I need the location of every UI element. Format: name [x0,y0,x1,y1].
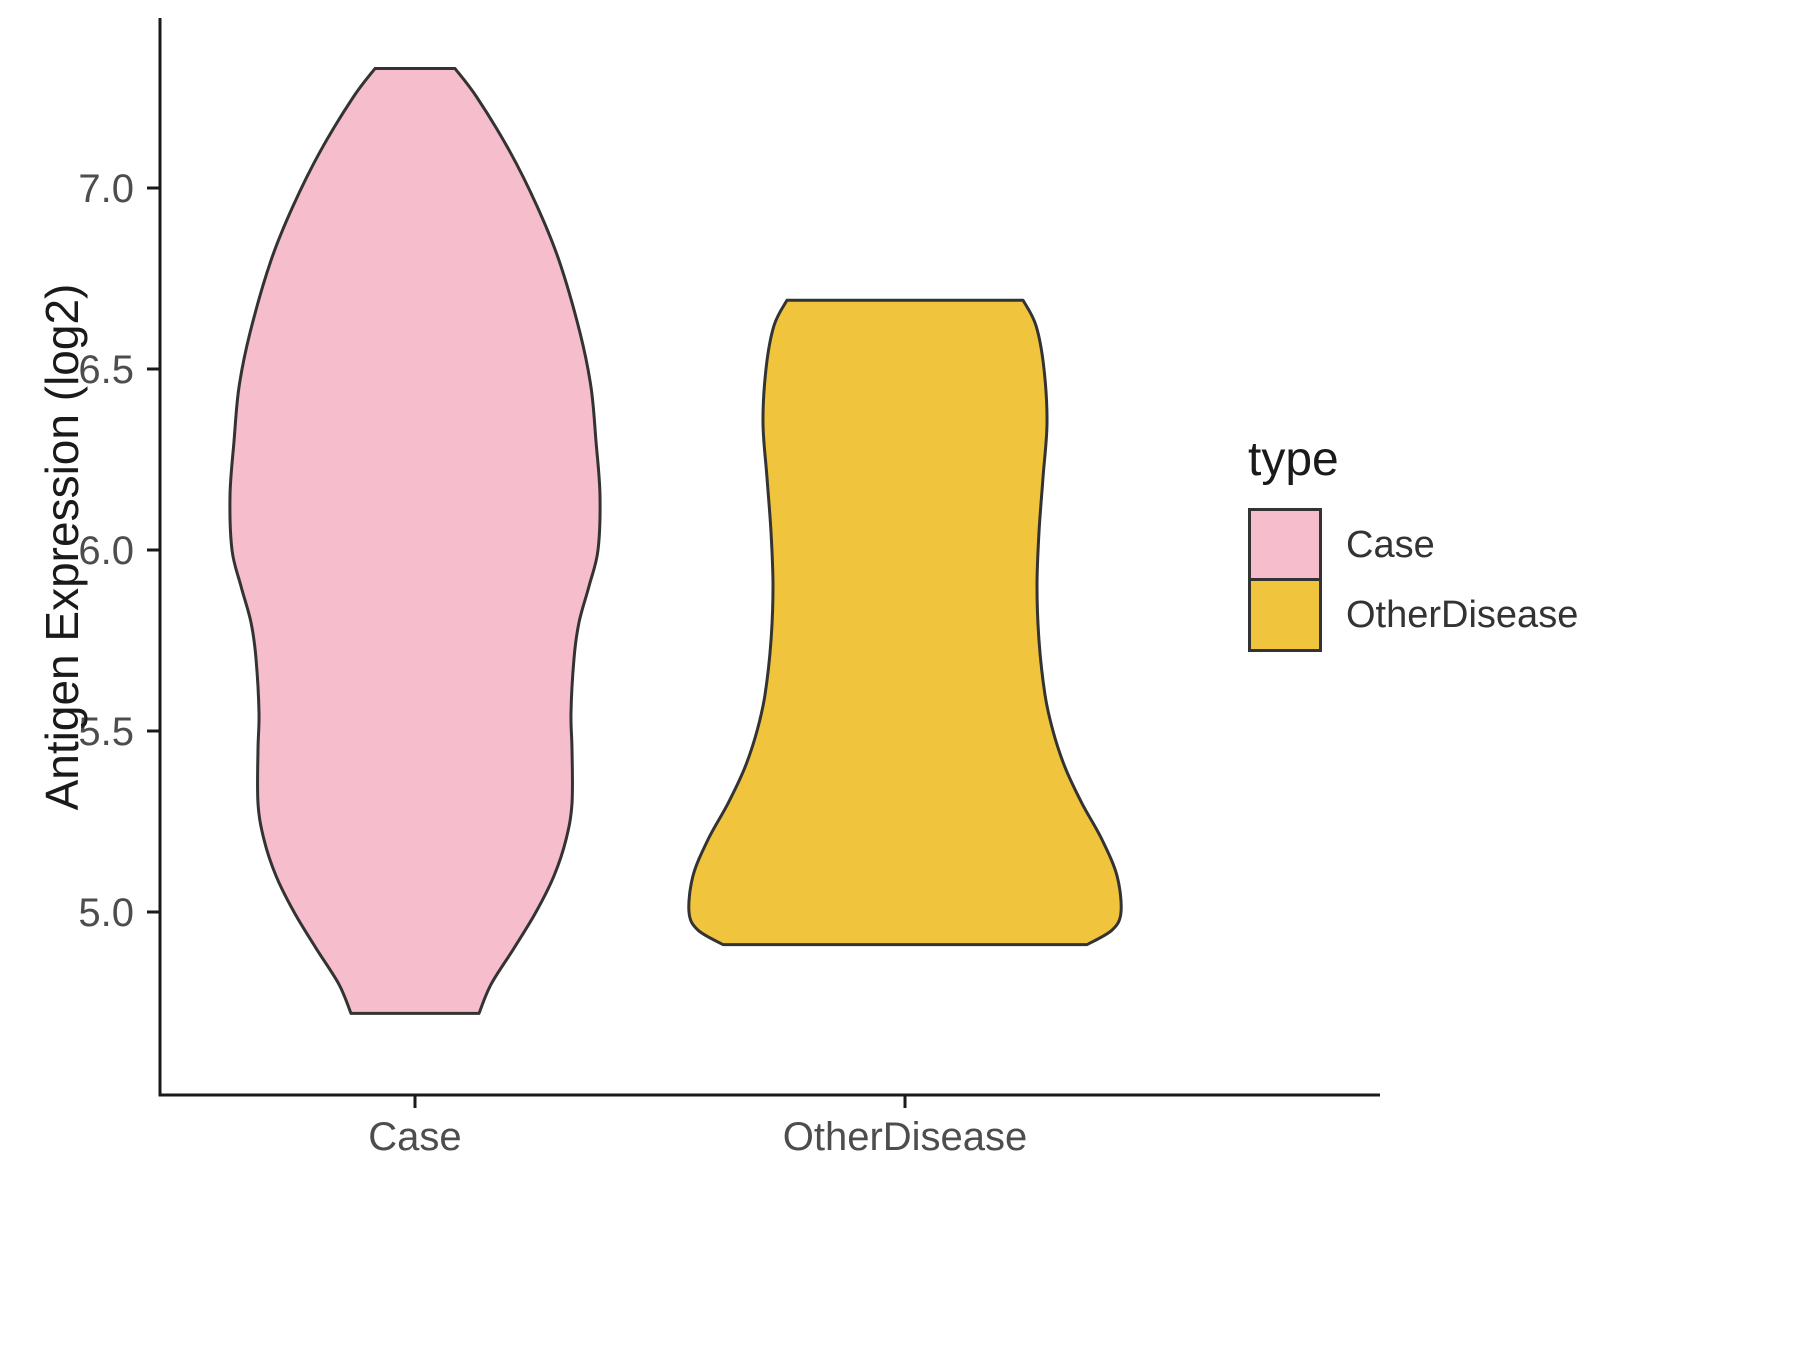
legend-label-case: Case [1346,523,1435,566]
y-tick-label: 6.5 [78,348,134,392]
violin-otherdisease [687,298,1123,947]
y-axis-title: Antigen Expression (log2) [36,283,88,811]
y-tick-label: 5.5 [78,710,134,754]
legend: type Case OtherDisease [1248,432,1579,652]
legend-swatch-otherdisease-icon [1248,578,1322,652]
legend-label-otherdisease: OtherDisease [1346,593,1579,636]
legend-entry-otherdisease: OtherDisease [1248,578,1579,652]
legend-entry-case: Case [1248,508,1578,582]
legend-title: type [1248,433,1339,486]
y-tick-label: 6.0 [78,529,134,573]
x-tick-label-case: Case [368,1115,461,1159]
y-tick-label: 7.0 [78,167,134,211]
violin-case [228,67,602,1015]
legend-swatch-case-icon [1248,508,1322,582]
y-tick-label: 5.0 [78,891,134,935]
x-tick-label-otherdisease: OtherDisease [783,1115,1028,1159]
